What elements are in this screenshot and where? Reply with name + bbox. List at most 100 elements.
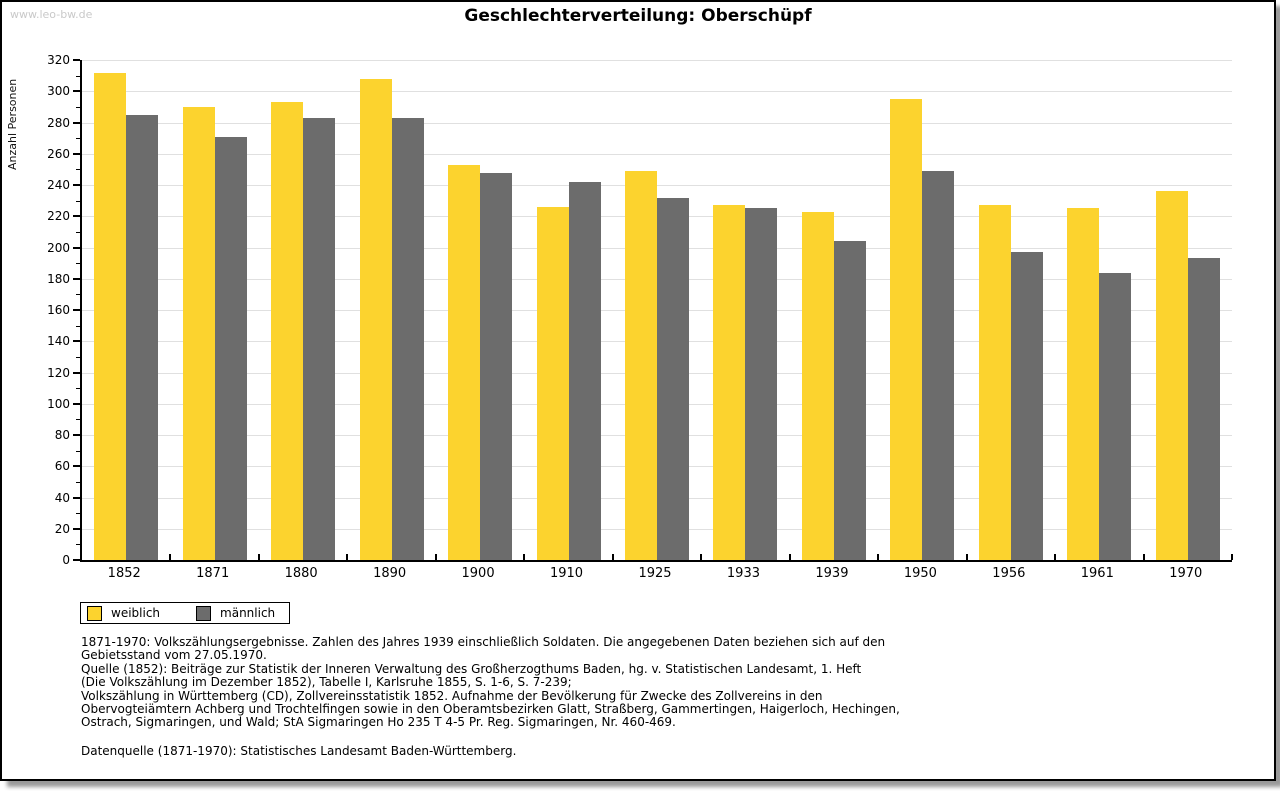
y-minor-tick-270 xyxy=(76,138,80,140)
source-note-line-2: Gebietsstand vom 27.05.1970. xyxy=(81,648,267,663)
bar-weiblich-1900 xyxy=(448,164,481,560)
y-tick-120 xyxy=(73,371,80,374)
bar-weiblich-1925 xyxy=(625,170,657,560)
y-tick-180 xyxy=(73,277,80,280)
legend-label-maennlich: männlich xyxy=(220,606,276,620)
bar-weiblich-1890 xyxy=(359,78,392,560)
legend-item-weiblich: weiblich xyxy=(87,605,161,621)
bar-männlich-1880 xyxy=(303,117,336,560)
x-label-1961: 1961 xyxy=(1080,566,1114,581)
x-label-1933: 1933 xyxy=(726,566,760,581)
y-tick-label-220: 220 xyxy=(47,209,70,224)
y-tick-60 xyxy=(73,465,80,468)
bar-männlich-1900 xyxy=(480,172,513,560)
y-minor-tick-190 xyxy=(76,263,80,265)
y-tick-label-140: 140 xyxy=(47,334,70,349)
y-minor-tick-210 xyxy=(76,231,80,233)
y-axis-label: Anzahl Personen xyxy=(6,78,19,170)
y-tick-80 xyxy=(73,434,80,436)
y-tick-160 xyxy=(73,309,80,311)
x-tick-9 xyxy=(877,554,880,560)
source-note-line-1: 1871-1970: Volkszählungsergebnisse. Zahl… xyxy=(81,635,886,649)
y-tick-260 xyxy=(73,152,80,155)
y-tick-label-240: 240 xyxy=(47,178,70,192)
bar-weiblich-1871 xyxy=(182,106,215,560)
bar-weiblich-1852 xyxy=(94,72,127,560)
y-tick-label-120: 120 xyxy=(47,365,70,380)
bar-männlich-1871 xyxy=(214,136,247,560)
bar-weiblich-1910 xyxy=(536,206,569,560)
source-note-line-3: Quelle (1852): Beiträge zur Statistik de… xyxy=(81,661,862,676)
y-minor-tick-230 xyxy=(76,200,80,202)
source-note-line-4: (Die Volkszählung im Dezember 1852), Tab… xyxy=(81,675,572,690)
y-tick-label-100: 100 xyxy=(47,396,70,411)
bar-weiblich-1939 xyxy=(801,211,834,560)
watermark: www.leo-bw.de xyxy=(10,8,93,21)
y-minor-tick-90 xyxy=(76,419,80,421)
chart-title: Geschlechterverteilung: Oberschüpf xyxy=(464,6,812,26)
bar-weiblich-1933 xyxy=(713,205,746,560)
bar-männlich-1925 xyxy=(657,197,689,560)
x-label-1970: 1970 xyxy=(1169,566,1203,581)
x-label-1852: 1852 xyxy=(107,566,141,581)
legend-label-weiblich: weiblich xyxy=(111,606,161,620)
y-tick-label-80: 80 xyxy=(54,428,70,442)
maennlich-swatch xyxy=(196,605,212,621)
bar-weiblich-1956 xyxy=(978,205,1011,560)
bar-männlich-1910 xyxy=(568,181,601,560)
bar-männlich-1890 xyxy=(391,117,424,560)
bar-weiblich-1950 xyxy=(890,99,923,560)
y-tick-240 xyxy=(73,184,80,186)
bar-weiblich-1970 xyxy=(1155,191,1188,560)
x-tick-12 xyxy=(1142,554,1145,560)
y-minor-tick-170 xyxy=(76,294,80,296)
bar-weiblich-1961 xyxy=(1067,208,1100,560)
x-label-1890: 1890 xyxy=(373,566,407,581)
y-tick-label-320: 320 xyxy=(47,53,70,67)
x-tick-7 xyxy=(700,554,703,560)
y-tick-label-20: 20 xyxy=(54,521,70,536)
plot-area: 0 20 40 60 80 100 120 140 160 180 200 220 240 260 280 3… xyxy=(47,53,1233,567)
source-note-line-5: Volkszählung in Württemberg (CD), Zollve… xyxy=(81,688,823,703)
y-minor-tick-310 xyxy=(76,75,80,77)
y-tick-label-60: 60 xyxy=(54,459,70,474)
x-tick-5 xyxy=(523,554,526,560)
y-minor-tick-110 xyxy=(76,388,80,390)
y-tick-20 xyxy=(73,527,80,530)
source-note-line-7: Ostrach, Sigmaringen, und Wald; StA Sigm… xyxy=(81,715,676,730)
y-tick-40 xyxy=(73,496,80,499)
y-minor-tick-290 xyxy=(76,106,80,108)
x-tick-1 xyxy=(169,554,172,560)
legend-box: weiblich männlich xyxy=(80,602,291,624)
bar-männlich-1961 xyxy=(1099,272,1132,560)
y-tick-label-180: 180 xyxy=(47,271,70,286)
y-tick-label-0: 0 xyxy=(62,553,70,567)
x-tick-10 xyxy=(965,554,968,560)
y-tick-140 xyxy=(73,340,80,343)
y-tick-label-160: 160 xyxy=(47,303,70,317)
y-minor-tick-130 xyxy=(76,356,80,358)
x-label-1871: 1871 xyxy=(196,566,230,581)
y-tick-320 xyxy=(73,59,80,61)
datasource-note: Datenquelle (1871-1970): Statistisches L… xyxy=(81,744,517,758)
legend-item-maennlich: männlich xyxy=(196,605,276,621)
gridline-240 xyxy=(82,185,1232,186)
y-tick-300 xyxy=(73,90,80,93)
bar-männlich-1939 xyxy=(833,241,866,560)
x-tick-2 xyxy=(257,554,260,560)
y-minor-tick-150 xyxy=(76,325,80,327)
source-notes: 1871-1970: Volkszählungsergebnisse. Zahl… xyxy=(81,635,900,730)
x-label-1939: 1939 xyxy=(815,566,849,581)
y-tick-0 xyxy=(73,559,80,561)
y-minor-tick-250 xyxy=(76,169,80,171)
gridline-320 xyxy=(82,60,1232,61)
y-minor-tick-50 xyxy=(76,481,80,483)
y-tick-200 xyxy=(73,246,80,249)
y-minor-tick-70 xyxy=(76,450,80,452)
source-note-line-6: Obervogteiämtern Achberg und Trochtelfin… xyxy=(81,702,900,717)
x-label-1880: 1880 xyxy=(284,566,318,581)
gridline-260 xyxy=(82,153,1232,155)
bar-männlich-1933 xyxy=(745,208,778,560)
y-minor-tick-30 xyxy=(76,513,80,515)
